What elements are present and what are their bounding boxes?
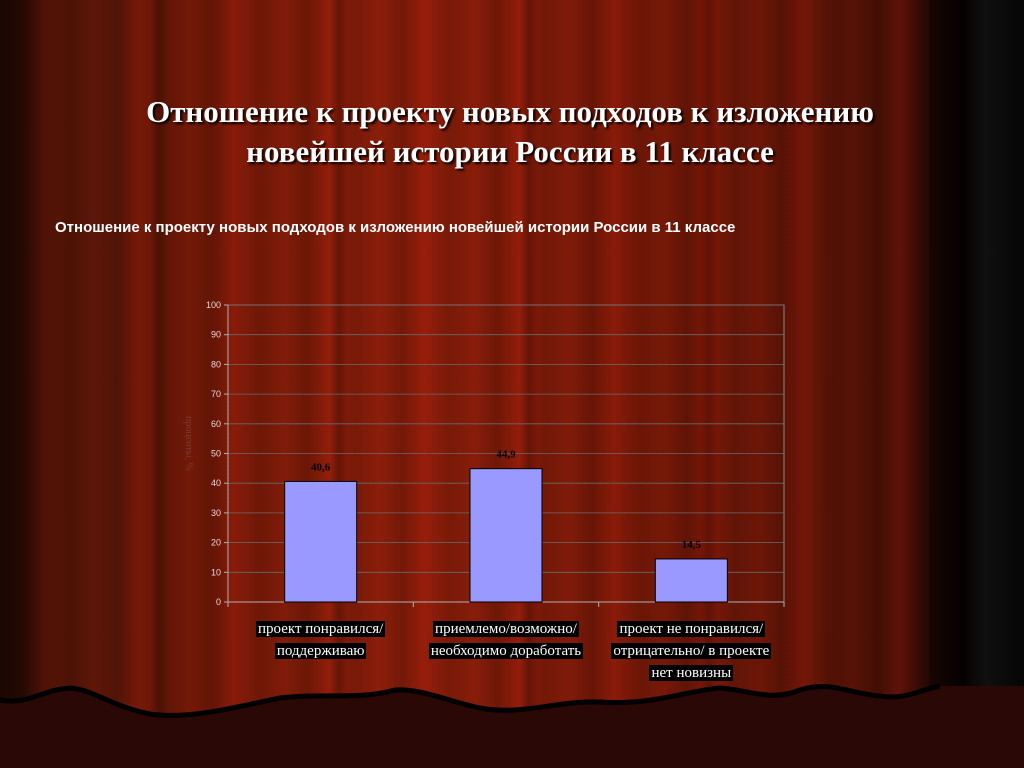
curtain-right-dark bbox=[929, 0, 1024, 768]
y-tick-label: 50 bbox=[211, 449, 221, 459]
y-tick-label: 10 bbox=[211, 567, 221, 577]
data-label: 14,5 bbox=[682, 539, 702, 551]
slide-title-line2: новейшей истории России в 11 классе bbox=[246, 134, 774, 169]
bar bbox=[654, 558, 728, 603]
y-tick-label: 90 bbox=[211, 330, 221, 340]
y-tick-label: 60 bbox=[211, 419, 221, 429]
y-tick-label: 70 bbox=[211, 389, 221, 399]
curtain-left-shadow bbox=[0, 0, 60, 768]
bar bbox=[469, 468, 543, 603]
x-category-label-line: необходимо доработать bbox=[428, 643, 584, 659]
x-category-label-line: проект понравился/ bbox=[256, 621, 386, 637]
x-category-label-line: нет новизны bbox=[649, 665, 734, 681]
x-category-label: приемлемо/возможно/необходимо доработать bbox=[411, 618, 601, 662]
slide-title: Отношение к проекту новых подходов к изл… bbox=[80, 92, 940, 172]
y-tick-label: 30 bbox=[211, 508, 221, 518]
bar bbox=[284, 480, 358, 603]
x-category-label-line: поддерживаю bbox=[274, 643, 367, 659]
y-tick-label: 40 bbox=[211, 478, 221, 488]
y-tick-label: 20 bbox=[211, 538, 221, 548]
x-category-label-line: проект не понравился/ bbox=[617, 621, 766, 637]
x-category-label-line: приемлемо/возможно/ bbox=[433, 621, 579, 637]
y-axis-title: проценты, % bbox=[183, 416, 194, 471]
data-label: 40,6 bbox=[311, 461, 331, 473]
y-tick-label: 100 bbox=[206, 300, 221, 310]
chart-title: Отношение к проекту новых подходов к изл… bbox=[55, 219, 736, 236]
x-category-label: проект понравился/поддерживаю bbox=[226, 618, 416, 662]
curtain-fold bbox=[150, 0, 168, 768]
data-label: 44,9 bbox=[496, 449, 516, 461]
slide-title-line1: Отношение к проекту новых подходов к изл… bbox=[146, 94, 874, 129]
y-tick-label: 80 bbox=[211, 359, 221, 369]
x-category-label-line: отрицательно/ в проекте bbox=[611, 643, 772, 659]
y-tick-label: 0 bbox=[216, 597, 221, 607]
x-category-label: проект не понравился/отрицательно/ в про… bbox=[596, 618, 786, 684]
